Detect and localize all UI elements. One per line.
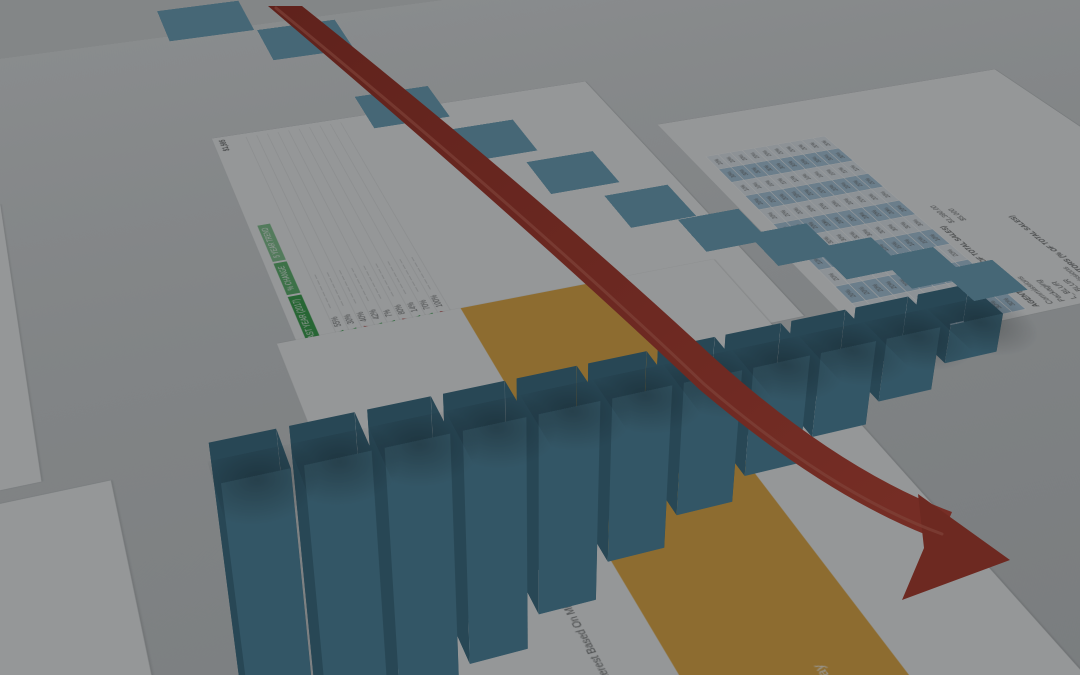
bar-3d — [376, 414, 461, 467]
bar-3d — [215, 448, 299, 505]
bar-3d — [453, 398, 538, 450]
sheet-cost: Cost Per Percent Total Shipping Charge T… — [0, 480, 215, 675]
bar-3d — [296, 431, 380, 486]
stage: Time Sheet Employee Details Manager Deta… — [0, 0, 1080, 675]
sales-amt2: $5,000 — [947, 207, 969, 220]
finance-change-label: % CHANGE — [274, 261, 301, 295]
